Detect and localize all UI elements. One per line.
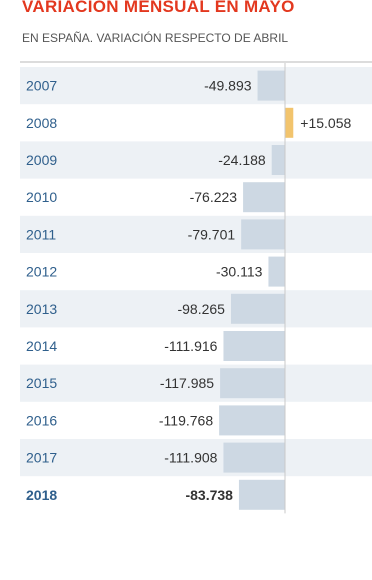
value-label: -49.893 [204, 78, 252, 94]
bar [220, 368, 285, 398]
value-label: -83.738 [185, 487, 233, 503]
bar [272, 145, 285, 175]
bars-layer: 2007 -49.893 2008 +15.058 2009 -24.188 2010 -76… [20, 63, 372, 513]
bar [223, 443, 285, 473]
value-label: -79.701 [188, 226, 236, 242]
value-label: -30.113 [216, 264, 263, 280]
bar [268, 257, 285, 287]
value-label: +15.058 [300, 115, 351, 131]
year-label: 2016 [26, 412, 57, 428]
year-label: 2012 [26, 264, 57, 280]
value-label: -111.916 [164, 338, 217, 354]
year-label: 2018 [26, 487, 57, 503]
value-label: -111.908 [164, 450, 217, 466]
value-label: -98.265 [177, 301, 225, 317]
year-label: 2013 [26, 301, 57, 317]
year-label: 2014 [26, 338, 57, 354]
row-stripe [20, 141, 372, 178]
chart-subtitle: EN ESPAÑA. VARIACIÓN RESPECTO DE ABRIL [22, 30, 288, 45]
bar [243, 182, 285, 212]
chart-title: VARIACIÓN MENSUAL EN MAYO [22, 0, 295, 16]
year-label: 2011 [26, 226, 56, 242]
value-label: -76.223 [190, 189, 238, 205]
bar [223, 331, 285, 361]
year-label: 2008 [26, 115, 57, 131]
bar [231, 294, 285, 324]
value-label: -24.188 [218, 152, 266, 168]
bar [239, 480, 285, 510]
bar [219, 405, 285, 435]
year-label: 2010 [26, 189, 57, 205]
year-label: 2007 [26, 78, 57, 94]
bar [241, 219, 285, 249]
year-label: 2017 [26, 450, 57, 466]
bar [258, 71, 285, 101]
year-label: 2015 [26, 375, 57, 391]
value-label: -117.985 [160, 375, 214, 391]
value-label: -119.768 [159, 412, 213, 428]
bar [285, 108, 293, 138]
year-label: 2009 [26, 152, 57, 168]
row-stripe [20, 67, 372, 104]
